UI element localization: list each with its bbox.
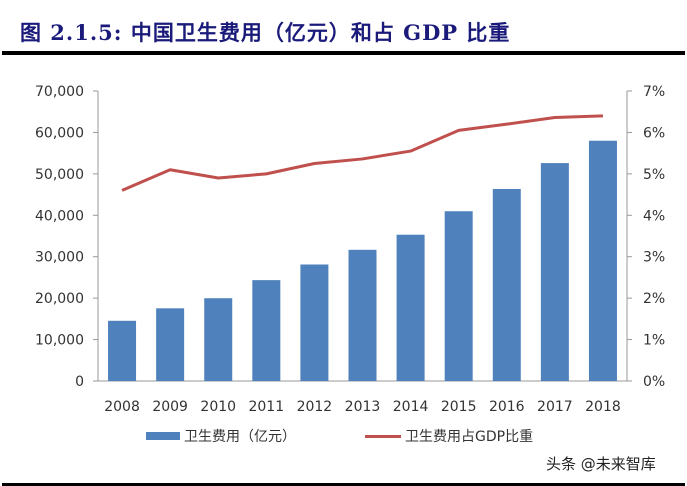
x-tick-label: 2011 [248,399,284,415]
bar-2018 [588,140,617,381]
right-tick-label: 4% [643,208,665,224]
legend-item-line: 卫生费用占GDP比重 [365,426,533,446]
left-tick-label: 70,000 [35,84,84,100]
left-tick-label: 20,000 [35,291,84,307]
bar-2014 [396,234,425,381]
legend-label-bar: 卫生费用（亿元） [184,429,296,445]
chart-title: 图 2.1.5: 中国卫生费用（亿元）和占 GDP 比重 [20,20,511,45]
watermark: 头条 @未来智库 [546,455,656,473]
bar-2015 [444,211,473,381]
legend-bar-swatch [146,432,180,440]
bar-2017 [540,163,569,381]
x-tick-label: 2014 [393,399,429,415]
bar-2010 [204,298,233,381]
legend-label-line: 卫生费用占GDP比重 [405,429,534,445]
bar-2012 [300,264,329,381]
x-tick-label: 2009 [152,399,188,415]
right-tick-label: 6% [643,125,665,141]
left-tick-label: 30,000 [35,250,84,266]
right-tick-label: 2% [643,291,665,307]
bar-2008 [108,320,137,381]
right-tick-label: 0% [643,374,665,390]
left-tick-label: 40,000 [35,208,84,224]
right-tick-label: 7% [643,84,665,100]
gdp-share-line [121,114,604,192]
bottom-divider [2,483,685,486]
bar-2013 [348,249,377,381]
left-tick-label: 60,000 [35,125,84,141]
bar-2011 [252,280,281,381]
left-tick-label: 0 [75,374,84,390]
x-tick-label: 2012 [297,399,333,415]
right-tick-label: 1% [643,333,665,349]
title-divider [2,51,685,55]
x-tick-label: 2017 [537,399,573,415]
bar-2016 [492,188,521,381]
x-tick-label: 2013 [345,399,381,415]
left-tick-label: 50,000 [35,167,84,183]
x-tick-label: 2018 [585,399,621,415]
left-tick-label: 10,000 [35,333,84,349]
legend-line-swatch [365,434,401,438]
x-tick-label: 2015 [441,399,477,415]
x-tick-label: 2016 [489,399,525,415]
x-tick-label: 2008 [104,399,140,415]
x-tick-label: 2010 [200,399,236,415]
right-tick-label: 3% [643,250,665,266]
right-tick-label: 5% [643,167,665,183]
legend-item-bar: 卫生费用（亿元） [146,426,296,446]
bar-2009 [156,308,185,381]
